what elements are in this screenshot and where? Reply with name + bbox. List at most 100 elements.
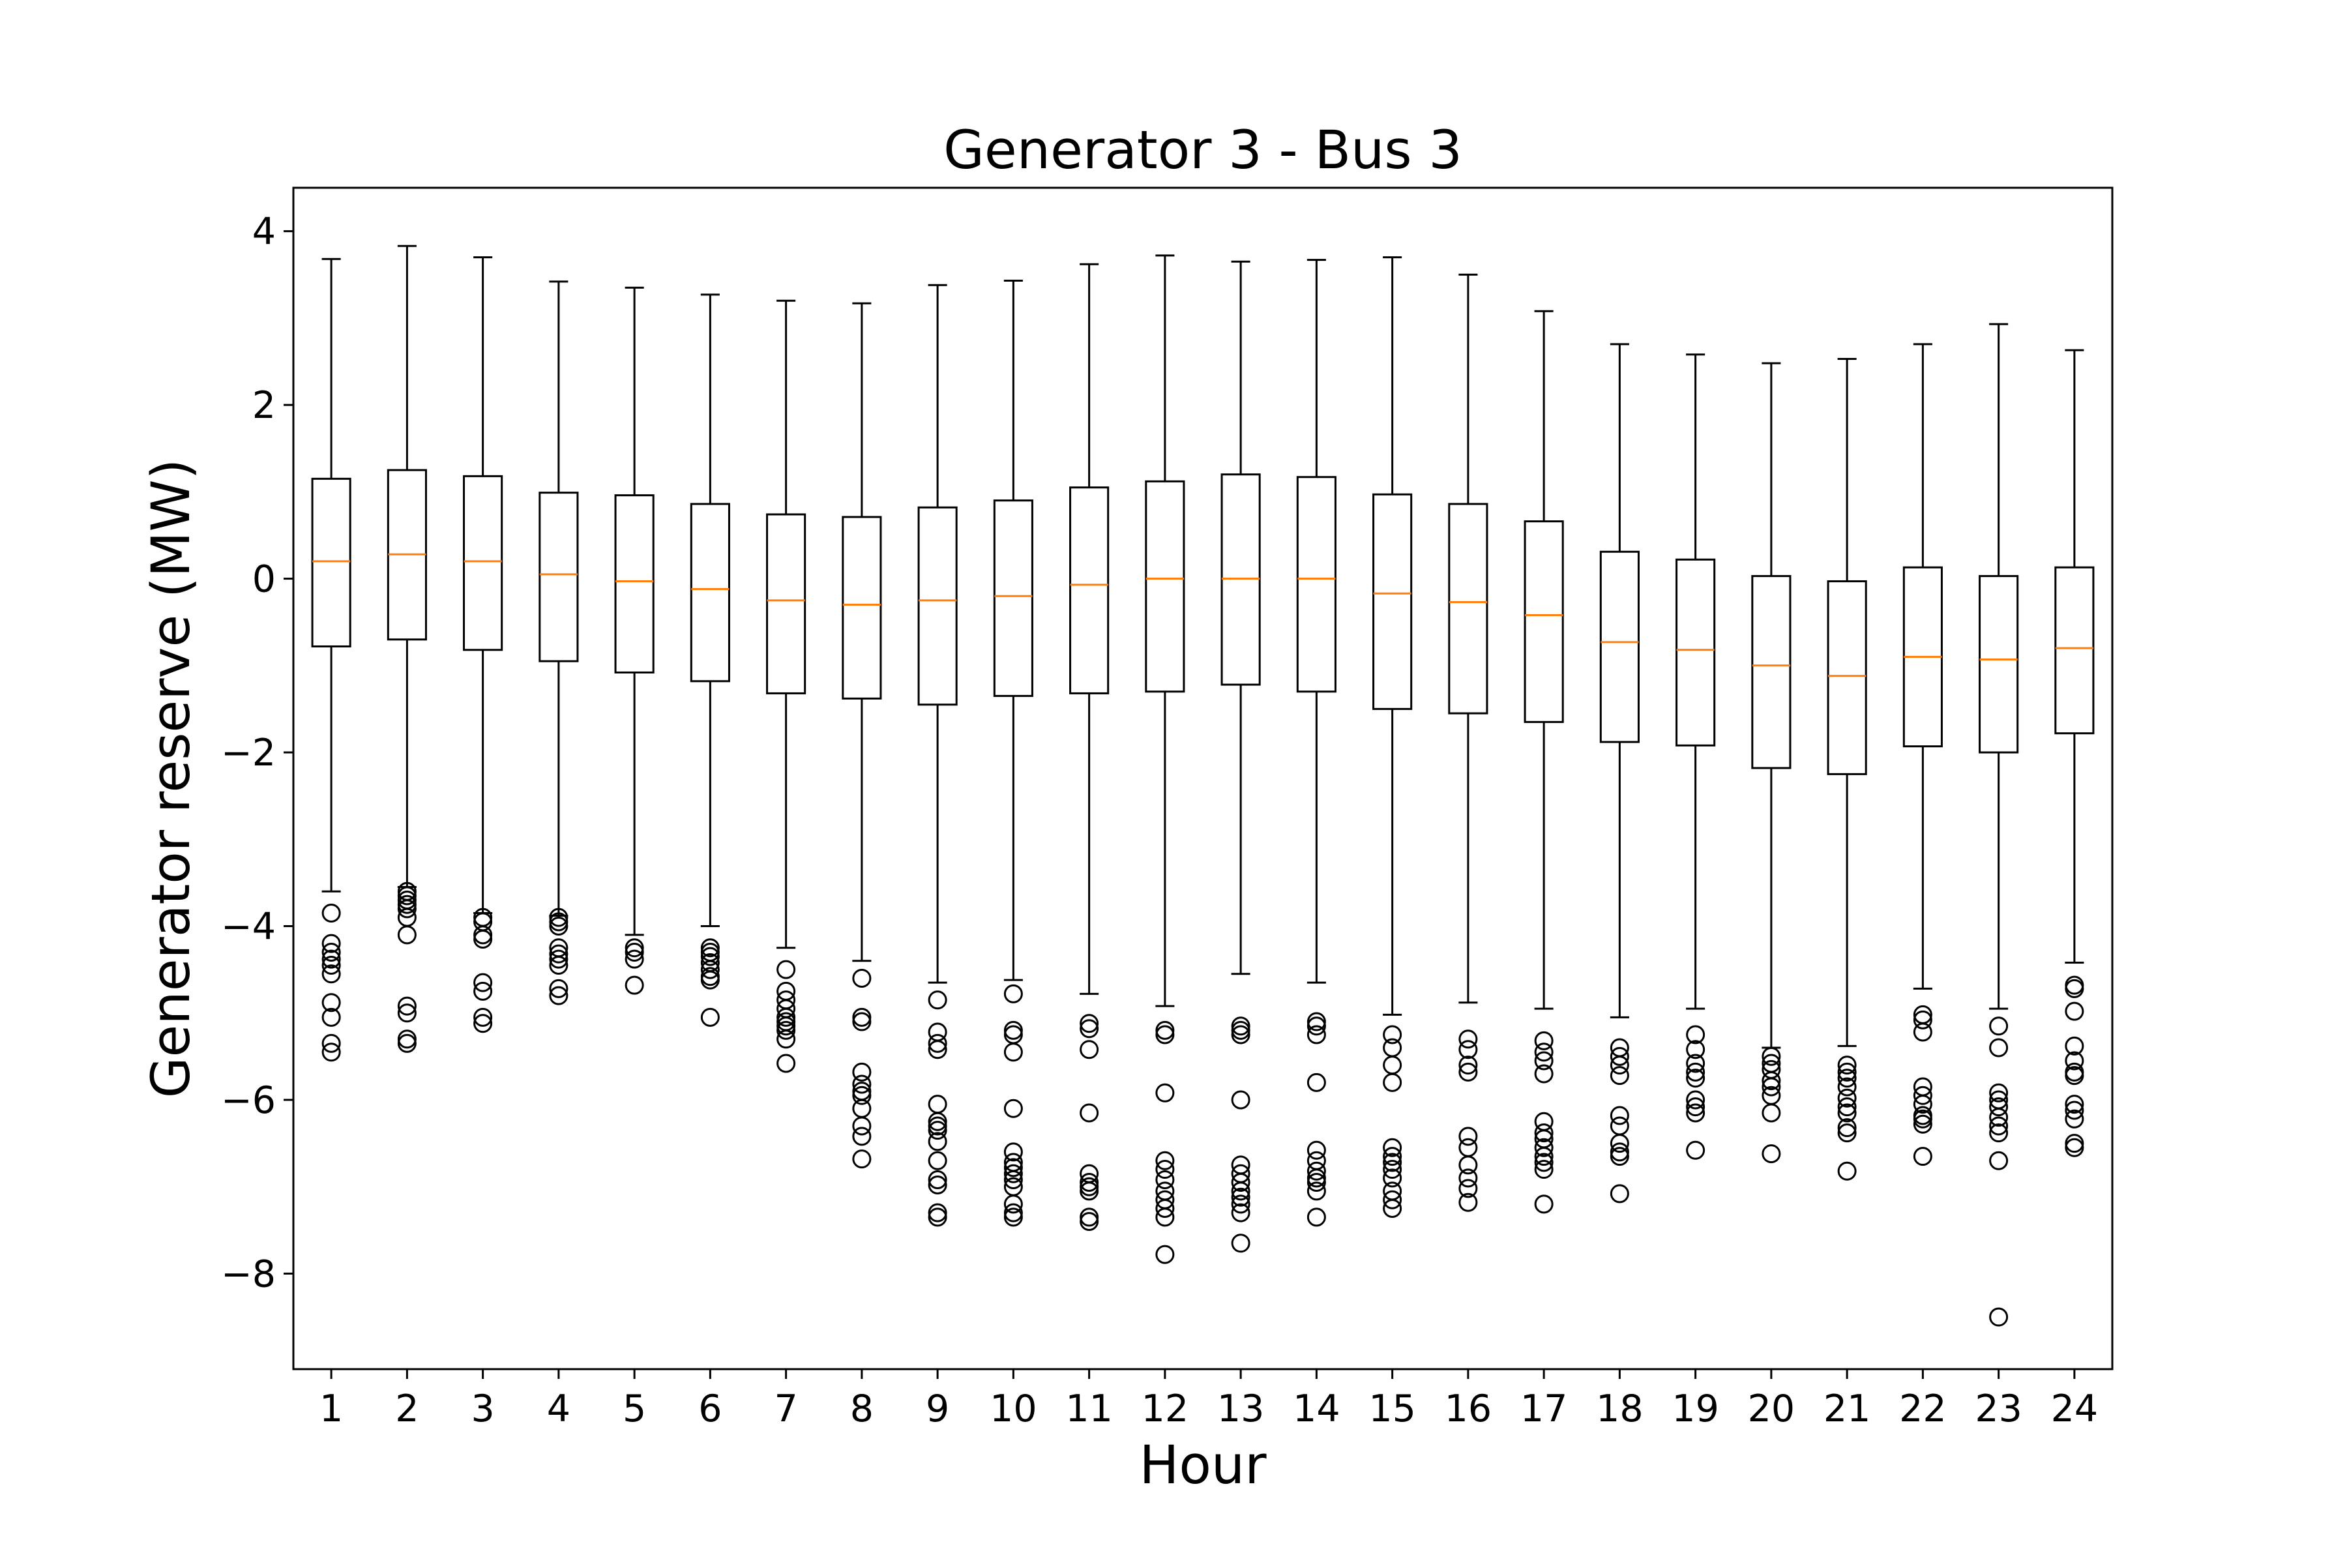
outlier-point: [1306, 1207, 1326, 1227]
x-tick-label: 21: [1823, 1387, 1871, 1430]
outlier-point: [1989, 1116, 2009, 1136]
outlier-point: [1383, 1160, 1402, 1179]
outlier-point: [1534, 1043, 1554, 1062]
x-tick-label: 1: [319, 1387, 343, 1430]
x-tick-label: 16: [1445, 1387, 1492, 1430]
box-group-hour-2: [387, 244, 427, 1053]
outlier-point: [2065, 1134, 2084, 1153]
outlier-point: [1989, 1038, 2009, 1058]
outlier-point: [1913, 1086, 1932, 1105]
x-tick-label: 18: [1596, 1387, 1644, 1430]
outlier-point: [1155, 1207, 1175, 1227]
iqr-box: [917, 506, 958, 706]
outlier-point: [1155, 1083, 1175, 1102]
outlier-point: [1306, 1025, 1326, 1044]
outlier-point: [549, 908, 568, 927]
outlier-point: [928, 1203, 947, 1222]
outlier-point: [776, 960, 796, 979]
outlier-point: [1989, 1151, 2009, 1170]
iqr-box: [1827, 580, 1867, 775]
outlier-point: [1458, 1062, 1478, 1082]
x-tick-label: 15: [1368, 1387, 1416, 1430]
x-tick-label: 23: [1975, 1387, 2022, 1430]
plot-frame: [292, 186, 2114, 1370]
outlier-point: [1762, 1046, 1781, 1066]
box-group-hour-17: [1524, 310, 1564, 1214]
x-tick-label: 11: [1065, 1387, 1113, 1430]
x-tick-label: 13: [1217, 1387, 1265, 1430]
outlier-point: [397, 899, 417, 919]
box-group-hour-18: [1599, 343, 1640, 1204]
outlier-point: [776, 1016, 796, 1036]
outlier-point: [549, 917, 568, 936]
x-tick-label: 12: [1142, 1387, 1189, 1430]
outlier-point: [321, 955, 341, 975]
outlier-point: [1837, 1069, 1857, 1088]
outlier-point: [1231, 1016, 1250, 1036]
outlier-point: [1080, 1207, 1099, 1227]
outlier-point: [1458, 1056, 1478, 1075]
outlier-point: [928, 1176, 947, 1195]
outlier-point: [1155, 1025, 1175, 1044]
outlier-point: [321, 949, 341, 969]
outlier-point: [2065, 1138, 2084, 1157]
outlier-point: [1003, 1164, 1023, 1183]
outlier-point: [625, 949, 644, 969]
outlier-point: [1231, 1020, 1250, 1040]
outlier-point: [1383, 1147, 1402, 1166]
x-tick-label: 2: [395, 1387, 419, 1430]
outlier-point: [1610, 1056, 1629, 1075]
iqr-box: [690, 503, 730, 683]
outlier-point: [1383, 1168, 1402, 1188]
outlier-point: [473, 973, 493, 992]
outlier-point: [1155, 1020, 1175, 1040]
iqr-box: [1448, 503, 1488, 715]
y-axis: 4 2 0 −2 −4 −6 −8: [221, 211, 293, 1295]
outlier-point: [1534, 1064, 1554, 1084]
outlier-point: [776, 1054, 796, 1073]
outlier-point: [397, 895, 417, 914]
outlier-point: [1003, 1207, 1023, 1227]
outlier-point: [1534, 1138, 1554, 1157]
box-group-hour-24: [2054, 349, 2095, 1157]
iqr-box: [1979, 575, 2019, 754]
y-tick-label: 4: [252, 211, 276, 254]
outlier-point: [1989, 1307, 2009, 1327]
outlier-point: [1913, 1022, 1932, 1042]
outlier-point: [397, 886, 417, 906]
box-group-hour-4: [539, 280, 579, 1005]
x-tick-label: 17: [1520, 1387, 1568, 1430]
outlier-point: [1458, 1138, 1478, 1157]
x-axis: 1 2 3 4 5 6 7 8 9 10 11 12 13 14 15 16 17 18 19 20 21 22 23 24: [319, 1369, 2098, 1430]
x-tick-label: 14: [1293, 1387, 1340, 1430]
outlier-point: [1534, 1194, 1554, 1214]
x-tick-label: 9: [926, 1387, 949, 1430]
outlier-point: [397, 925, 417, 945]
outlier-point: [1383, 1025, 1402, 1044]
outlier-point: [1383, 1190, 1402, 1209]
outlier-point: [1231, 1025, 1250, 1044]
box-group-hour-13: [1220, 260, 1261, 1253]
outlier-point: [852, 1074, 872, 1094]
outlier-point: [397, 1003, 417, 1023]
outlier-point: [1306, 1181, 1326, 1201]
outlier-point: [1003, 1158, 1023, 1177]
outlier-point: [852, 1099, 872, 1118]
outlier-point: [473, 929, 493, 949]
outlier-point: [1155, 1245, 1175, 1264]
outlier-point: [1913, 1114, 1932, 1134]
outlier-point: [928, 1121, 947, 1140]
iqr-box: [1145, 480, 1185, 693]
x-tick-label: 8: [850, 1387, 874, 1430]
outlier-point: [1686, 1040, 1705, 1059]
outlier-point: [2065, 1095, 2084, 1114]
outlier-point: [928, 1112, 947, 1131]
outlier-point: [397, 1033, 417, 1053]
outlier-point: [473, 1014, 493, 1033]
y-tick-label: −6: [221, 1079, 276, 1122]
outlier-point: [1155, 1151, 1175, 1170]
outlier-point: [1837, 1103, 1857, 1123]
outlier-point: [473, 925, 493, 945]
box-group-hour-14: [1296, 259, 1336, 1227]
